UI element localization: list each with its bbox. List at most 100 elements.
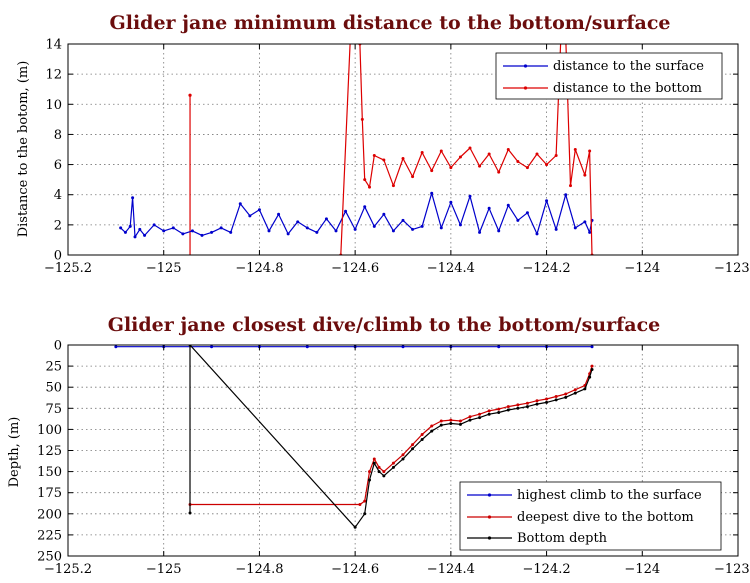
legend-marker-surface: [523, 64, 528, 68]
data-point: [420, 151, 424, 155]
data-point: [353, 525, 357, 529]
data-point: [573, 226, 577, 230]
y-tick-label: 175: [37, 486, 62, 501]
legend-label-dive: deepest dive to the bottom: [517, 510, 694, 525]
data-point: [382, 470, 386, 474]
data-point: [588, 375, 592, 379]
tick-layer: −125.2 −125 −124.8 −124.6 −124.4 −124.2 −124 −1…: [37, 339, 750, 578]
y-tick-label: 8: [54, 128, 62, 143]
data-point: [535, 152, 539, 156]
data-point: [363, 205, 367, 209]
x-tick-label: −124.6: [331, 261, 379, 276]
data-point: [590, 364, 594, 368]
y-tick-label: 50: [45, 381, 62, 396]
data-point: [516, 218, 520, 222]
data-point: [497, 407, 501, 411]
data-point: [430, 169, 434, 173]
y-tick-label: 75: [45, 402, 62, 417]
data-point: [229, 230, 233, 234]
x-tick-label: −124: [624, 562, 660, 577]
data-point: [277, 212, 281, 216]
data-point: [200, 233, 204, 237]
data-point: [468, 194, 472, 198]
data-point: [114, 345, 118, 349]
data-point: [590, 367, 594, 371]
legend-box: [459, 481, 722, 551]
data-point: [478, 416, 482, 420]
data-point: [468, 418, 472, 422]
x-tick-label: −125.2: [44, 562, 92, 577]
data-point: [363, 512, 367, 516]
data-point: [573, 148, 577, 151]
data-point: [506, 148, 510, 151]
x-tick-label: −124.4: [427, 261, 475, 276]
data-point: [267, 229, 271, 233]
data-point: [363, 499, 367, 503]
y-tick-label: 225: [37, 528, 62, 543]
data-point: [334, 229, 338, 233]
legend-marker-dive: [487, 515, 492, 519]
data-point: [411, 447, 415, 451]
data-point: [219, 226, 223, 230]
y-tick-label: 200: [37, 507, 62, 522]
data-point: [545, 400, 549, 404]
tick-layer: −125.2 −125 −124.8 −124.6 −124.4 −124.2 −124 −1…: [44, 38, 750, 277]
y-axis-label: Depth, (m): [7, 417, 22, 488]
data-point: [468, 146, 472, 150]
data-point: [188, 93, 192, 97]
data-point: [324, 217, 328, 221]
data-point: [248, 214, 252, 218]
plot-area: [67, 43, 739, 256]
data-point: [430, 429, 434, 433]
data-point: [583, 173, 587, 177]
y-tick-label: 150: [37, 465, 62, 480]
x-tick-label: −124.8: [235, 562, 283, 577]
data-point: [554, 394, 558, 398]
data-point: [360, 117, 364, 121]
data-point: [497, 229, 501, 233]
data-point: [516, 406, 520, 410]
x-tick-label: −124.6: [331, 562, 379, 577]
data-point: [391, 229, 395, 233]
y-tick-label: 250: [37, 550, 62, 565]
y-tick-label: 0: [54, 249, 62, 264]
legend: highest climb to the surface deepest div…: [459, 481, 722, 551]
data-point: [430, 191, 434, 195]
data-point: [564, 35, 567, 38]
data-point: [478, 164, 482, 168]
data-point: [368, 185, 371, 189]
legend-box: [495, 52, 723, 100]
data-point: [133, 235, 137, 239]
data-point: [487, 412, 491, 416]
data-point: [210, 345, 214, 349]
y-tick-label: 10: [45, 98, 62, 113]
distance-chart: Glider jane minimum distance to the bott…: [16, 12, 750, 276]
data-point: [525, 401, 529, 405]
data-point: [344, 209, 348, 213]
data-point: [391, 184, 395, 188]
data-point: [143, 233, 147, 237]
data-point: [391, 461, 395, 465]
data-point: [401, 218, 405, 222]
data-point: [545, 397, 549, 401]
data-point: [162, 229, 166, 233]
data-point: [525, 211, 529, 215]
data-point: [411, 443, 415, 447]
legend-marker-bottom-depth: [487, 536, 492, 540]
y-tick-label: 14: [45, 38, 62, 53]
data-point: [525, 166, 529, 170]
y-tick-label: 6: [54, 158, 62, 173]
data-point: [420, 432, 424, 436]
y-tick-label: 2: [54, 218, 62, 233]
data-point: [286, 232, 290, 236]
x-tick-label: −125: [146, 261, 182, 276]
legend-label-climb: highest climb to the surface: [517, 488, 702, 503]
data-point: [516, 403, 520, 407]
data-point: [420, 438, 424, 442]
data-point: [588, 230, 592, 234]
data-point: [449, 418, 453, 422]
data-point: [372, 457, 376, 461]
data-point: [516, 160, 520, 164]
data-point: [535, 399, 539, 403]
data-point: [588, 149, 592, 153]
